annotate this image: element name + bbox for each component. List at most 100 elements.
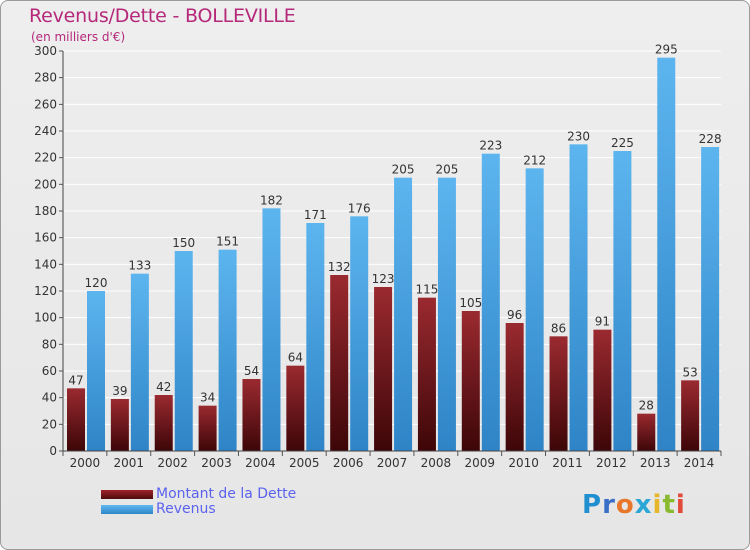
bar-debt (286, 365, 305, 451)
data-label-revenue: 120 (85, 276, 108, 290)
y-tick-label: 20 (42, 417, 57, 431)
bar-revenue (174, 251, 193, 451)
y-tick-label: 100 (34, 311, 57, 325)
data-label-revenue: 205 (392, 163, 415, 177)
legend-label-revenue: Revenus (156, 501, 216, 517)
y-tick-label: 220 (34, 151, 57, 165)
chart-title: Revenus/Dette - BOLLEVILLE (29, 5, 296, 27)
y-tick-label: 240 (34, 124, 57, 138)
data-label-debt: 105 (459, 296, 482, 310)
chart-subtitle: (en milliers d'€) (31, 30, 126, 44)
y-tick-label: 180 (34, 204, 57, 218)
bar-revenue (657, 57, 676, 452)
bar-revenue (306, 223, 325, 451)
y-tick-label: 200 (34, 177, 57, 191)
logo-letter: i (652, 490, 663, 520)
bar-debt (67, 388, 85, 451)
legend-swatch-debt (101, 490, 153, 499)
data-label-debt: 64 (288, 351, 303, 365)
data-label-debt: 39 (112, 384, 127, 398)
bar-debt (198, 405, 217, 451)
x-tick-label: 2014 (684, 456, 715, 470)
data-label-debt: 28 (639, 399, 654, 413)
data-label-revenue: 205 (435, 163, 458, 177)
bar-revenue (262, 208, 281, 451)
y-tick-label: 300 (34, 44, 57, 58)
y-tick-label: 160 (34, 231, 57, 245)
bar-revenue (218, 249, 237, 451)
data-label-debt: 47 (68, 373, 83, 387)
logo-letter: x (634, 490, 653, 520)
data-label-revenue: 151 (216, 235, 239, 249)
x-tick-label: 2003 (201, 456, 232, 470)
data-label-debt: 42 (156, 380, 171, 394)
bar-revenue (481, 153, 500, 451)
data-label-revenue: 150 (172, 236, 195, 250)
x-tick-label: 2012 (596, 456, 627, 470)
bar-debt (505, 323, 524, 451)
bar-debt (637, 413, 656, 451)
bar-revenue (525, 168, 544, 452)
bar-revenue (87, 291, 105, 451)
y-tick-label: 140 (34, 257, 57, 271)
data-label-revenue: 176 (348, 201, 371, 215)
bar-debt (461, 311, 480, 451)
bar-debt (374, 287, 393, 451)
bar-debt (417, 297, 436, 451)
bar-revenue (350, 216, 369, 451)
logo-letter: r (602, 490, 616, 520)
data-label-debt: 53 (682, 365, 697, 379)
x-tick-label: 2006 (333, 456, 364, 470)
logo-letter: i (675, 490, 686, 520)
y-tick-label: 280 (34, 71, 57, 85)
data-label-revenue: 225 (611, 136, 634, 150)
x-tick-label: 2000 (70, 456, 101, 470)
y-tick-label: 60 (42, 364, 57, 378)
x-tick-label: 2007 (377, 456, 408, 470)
data-label-debt: 34 (200, 391, 215, 405)
bar-debt (681, 380, 700, 451)
y-tick-label: 120 (34, 284, 57, 298)
bar-revenue (701, 147, 720, 451)
x-tick-label: 2009 (464, 456, 495, 470)
logo-letter: P (582, 490, 603, 520)
bar-revenue (569, 144, 588, 452)
bar-revenue (130, 273, 149, 451)
bar-debt (154, 395, 173, 451)
bar-revenue (437, 177, 456, 451)
data-label-revenue: 212 (523, 153, 546, 167)
data-label-debt: 54 (244, 364, 259, 378)
data-label-debt: 123 (372, 272, 395, 286)
bar-debt (242, 379, 261, 451)
data-label-debt: 96 (507, 308, 522, 322)
y-tick-label: 0 (49, 444, 57, 458)
proxiti-logo: Proxiti (582, 490, 686, 520)
bar-revenue (394, 177, 413, 451)
bar-debt (549, 336, 568, 451)
logo-letter: o (615, 490, 635, 520)
bar-revenue (613, 151, 632, 451)
logo-letter: t (662, 490, 676, 520)
data-label-debt: 132 (328, 260, 351, 274)
data-label-debt: 86 (551, 321, 566, 335)
legend-label-debt: Montant de la Dette (156, 486, 297, 502)
data-label-revenue: 228 (699, 132, 722, 146)
data-label-revenue: 223 (479, 139, 502, 153)
data-label-revenue: 133 (128, 259, 151, 273)
bar-debt (593, 329, 612, 451)
bar-debt (110, 399, 129, 451)
data-label-revenue: 182 (260, 193, 283, 207)
x-tick-label: 2013 (640, 456, 671, 470)
data-label-revenue: 230 (567, 129, 590, 143)
x-tick-label: 2010 (508, 456, 539, 470)
x-tick-label: 2004 (245, 456, 276, 470)
x-tick-label: 2008 (421, 456, 452, 470)
x-tick-label: 2011 (552, 456, 583, 470)
data-label-debt: 115 (415, 283, 438, 297)
data-label-debt: 91 (595, 315, 610, 329)
bar-debt (330, 275, 349, 451)
y-tick-label: 80 (42, 337, 57, 351)
y-tick-label: 40 (42, 391, 57, 405)
